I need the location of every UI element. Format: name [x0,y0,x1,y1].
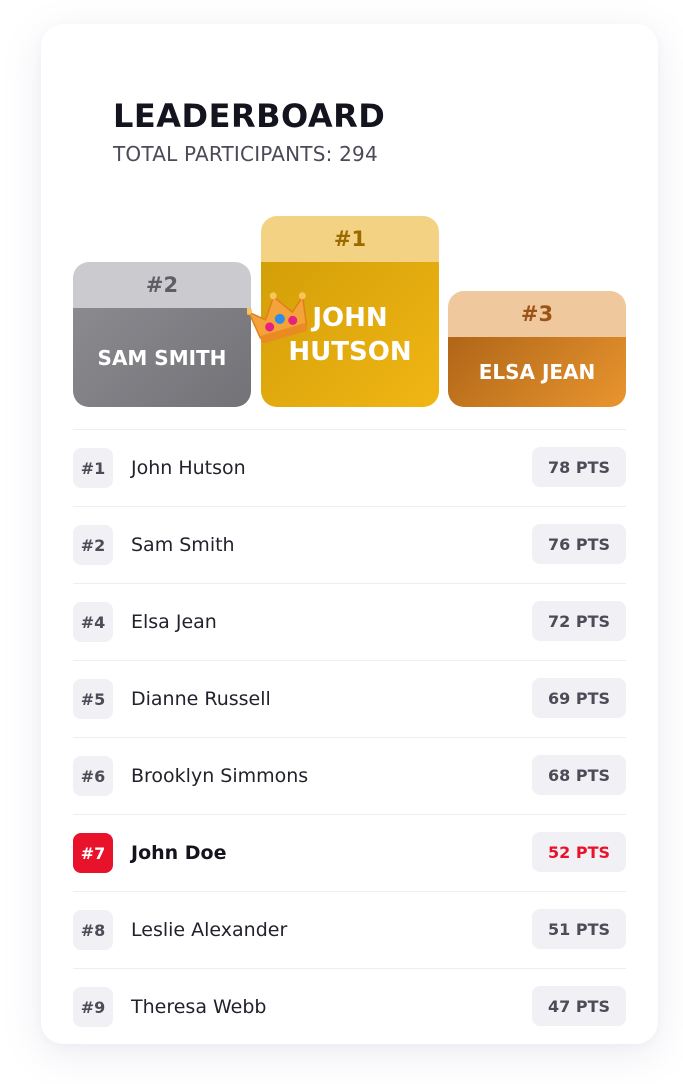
podium-third[interactable]: #3 ELSA JEAN [448,291,626,407]
podium-name: SAM SMITH [73,308,251,407]
leaderboard-row[interactable]: #4 Elsa Jean 72 PTS [73,583,626,660]
leaderboard-row[interactable]: #6 Brooklyn Simmons 68 PTS [73,737,626,814]
participant-name: Elsa Jean [131,611,217,633]
rank-badge: #6 [73,756,113,796]
leaderboard-row[interactable]: #9 Theresa Webb 47 PTS [73,968,626,1044]
participant-name: Leslie Alexander [131,919,288,941]
podium-rank: #3 [448,291,626,337]
page-title: LEADERBOARD [113,97,386,135]
points-badge: 76 PTS [532,524,626,564]
participant-name: Brooklyn Simmons [131,765,309,787]
podium-second[interactable]: #2 SAM SMITH [73,262,251,407]
leaderboard-list: #1 John Hutson 78 PTS #2 Sam Smith 76 PT… [73,429,626,1044]
leaderboard-row-current-user[interactable]: #7 John Doe 52 PTS [73,814,626,891]
points-badge: 51 PTS [532,909,626,949]
points-badge: 68 PTS [532,755,626,795]
podium-rank: #1 [261,216,439,262]
leaderboard-card: LEADERBOARD TOTAL PARTICIPANTS: 294 #2 S… [41,24,658,1044]
participant-name: John Hutson [131,457,246,479]
rank-badge: #1 [73,448,113,488]
rank-badge: #2 [73,525,113,565]
leaderboard-row[interactable]: #5 Dianne Russell 69 PTS [73,660,626,737]
rank-badge: #9 [73,987,113,1027]
podium-rank: #2 [73,262,251,308]
leaderboard-row[interactable]: #1 John Hutson 78 PTS [73,429,626,506]
participant-name: Dianne Russell [131,688,271,710]
rank-badge: #5 [73,679,113,719]
podium-name: ELSA JEAN [448,337,626,407]
participant-name: Sam Smith [131,534,235,556]
participant-name: Theresa Webb [131,996,267,1018]
points-badge: 52 PTS [532,832,626,872]
points-badge: 47 PTS [532,986,626,1026]
rank-badge: #7 [73,833,113,873]
rank-badge: #4 [73,602,113,642]
participant-name: John Doe [131,842,227,864]
points-badge: 78 PTS [532,447,626,487]
participants-count: TOTAL PARTICIPANTS: 294 [113,142,378,166]
leaderboard-row[interactable]: #8 Leslie Alexander 51 PTS [73,891,626,968]
rank-badge: #8 [73,910,113,950]
podium-name: JOHN HUTSON [288,302,412,367]
crown-icon [247,292,308,344]
points-badge: 69 PTS [532,678,626,718]
leaderboard-row[interactable]: #2 Sam Smith 76 PTS [73,506,626,583]
points-badge: 72 PTS [532,601,626,641]
